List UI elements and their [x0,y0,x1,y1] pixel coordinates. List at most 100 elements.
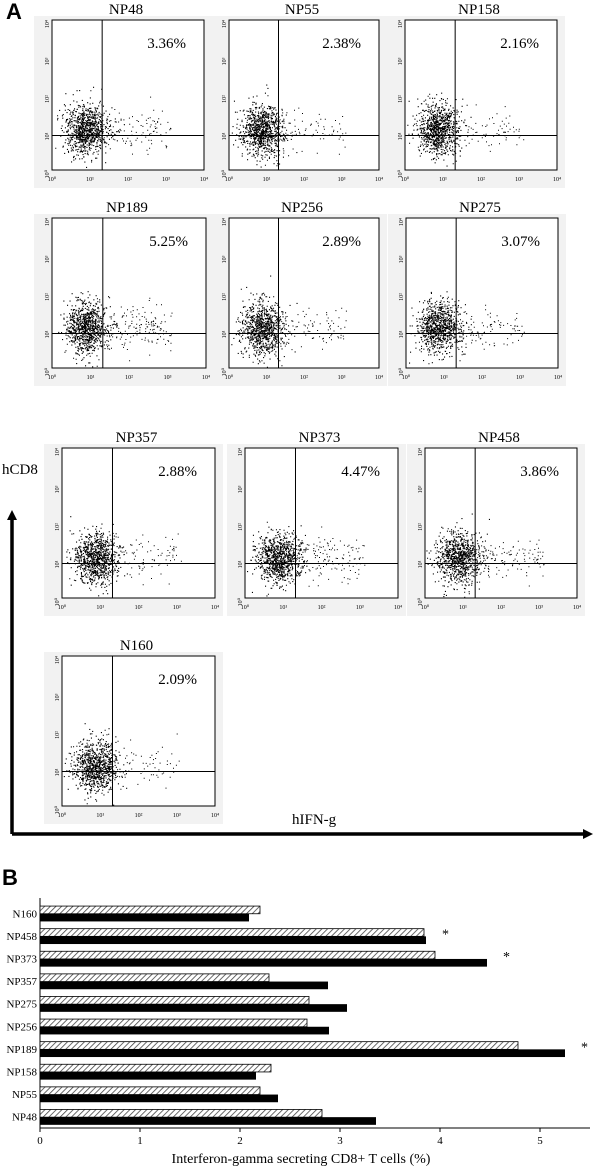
x-tick-label: 10³ [515,177,523,183]
x-tick-label: 10³ [338,375,346,381]
y-tick-label: 10⁰ [54,597,61,606]
x-tick-label: 10² [497,605,505,611]
category-label: NP373 [6,954,37,966]
y-tick-label: 10⁴ [238,448,244,456]
x-tick-label: 10⁴ [200,177,208,183]
y-tick-label: 10² [45,293,51,301]
plot-percent: 2.88% [158,464,197,480]
x-tick-label: 10⁰ [225,374,234,381]
x-tick-label: 10¹ [96,605,104,611]
x-tick-label: 10⁴ [573,605,581,611]
y-tick-label: 10¹ [45,132,51,140]
plot-percent: 2.89% [322,234,361,250]
x-tick-label: 10⁰ [402,374,411,381]
x-tick-label: 10³ [535,605,543,611]
plot-percent: 3.07% [501,234,540,250]
y-tick-label: 10⁰ [221,367,228,376]
plot-title: NP158 [458,2,500,18]
x-tick-label: 10⁰ [48,374,57,381]
y-tick-label: 10¹ [222,132,228,140]
x-tick-label: 10⁴ [553,177,561,183]
cell-dots [409,291,525,365]
x-tick-label: 10² [135,605,143,611]
y-tick-label: 10³ [238,485,244,493]
x-axis-label: hIFN-g [292,812,337,828]
bar-solid [40,958,487,967]
plot-title: NP357 [116,430,158,446]
x-tick-label: 10¹ [440,375,448,381]
x-tick-label: 10⁴ [375,177,383,183]
x-tick-label: 0 [37,1135,43,1147]
bar-hatched [39,905,261,915]
x-tick-label: 10² [125,375,133,381]
category-label: NP158 [6,1067,37,1079]
bar-hatched [39,950,436,960]
y-tick-label: 10¹ [418,560,424,568]
plot-percent: 3.36% [147,36,186,52]
y-tick-label: 10³ [45,255,51,263]
x-tick-label: 2 [237,1135,243,1147]
panel-a-label: A [6,0,22,24]
y-tick-label: 10⁴ [398,20,404,28]
bar-hatched [39,928,425,937]
y-tick-label: 10² [45,95,51,103]
cell-dots [231,84,347,168]
x-tick-label: 10³ [356,605,364,611]
y-tick-label: 10¹ [238,560,244,568]
plot-frame [404,19,558,171]
y-tick-label: 10⁰ [397,169,404,178]
x-tick-label: 10³ [338,177,346,183]
category-label: NP55 [12,1089,38,1101]
x-tick-label: 10³ [162,177,170,183]
x-tick-label: 5 [537,1135,543,1147]
x-tick-label: 1 [137,1135,143,1147]
x-tick-label: 10¹ [459,605,467,611]
plot-title: NP458 [478,430,520,446]
x-tick-label: 10³ [173,813,181,819]
y-tick-label: 10³ [45,57,51,65]
y-tick-label: 10⁰ [237,597,244,606]
plot-title: NP256 [281,200,323,216]
y-tick-label: 10¹ [398,132,404,140]
plot-frame [51,217,207,369]
cell-dots [55,86,172,168]
y-tick-label: 10² [222,293,228,301]
x-tick-label: 10¹ [263,375,271,381]
y-tick-label: 10⁴ [45,218,51,226]
y-tick-label: 10² [55,523,61,531]
y-tick-label: 10³ [55,485,61,493]
x-tick-label: 10¹ [86,177,94,183]
plot-title: NP55 [285,2,319,18]
bar-hatched [39,1086,261,1095]
x-tick-label: 10⁴ [211,605,219,611]
plot-frame [61,655,216,807]
cell-dots [66,516,182,597]
cell-dots [63,723,180,806]
y-tick-label: 10² [238,523,244,531]
y-tick-label: 10⁴ [222,218,228,226]
x-tick-label: 10² [478,375,486,381]
category-label: NP48 [12,1112,38,1124]
cell-dots [58,291,173,368]
category-label: NP357 [6,976,37,988]
bar-solid [40,1117,376,1125]
x-tick-label: 10² [124,177,132,183]
plot-percent: 5.25% [149,234,188,250]
significance-star: * [581,1041,588,1056]
x-tick-label: 10² [318,605,326,611]
y-tick-label: 10³ [55,693,61,701]
y-tick-label: 10⁰ [44,367,51,376]
y-tick-label: 10² [55,731,61,739]
x-tick-label: 10¹ [439,177,447,183]
y-tick-label: 10³ [399,255,405,263]
bar-solid [40,936,426,945]
plot-title: N160 [120,638,153,654]
x-tick-label: 4 [437,1135,443,1147]
x-tick-label: 10² [300,177,308,183]
